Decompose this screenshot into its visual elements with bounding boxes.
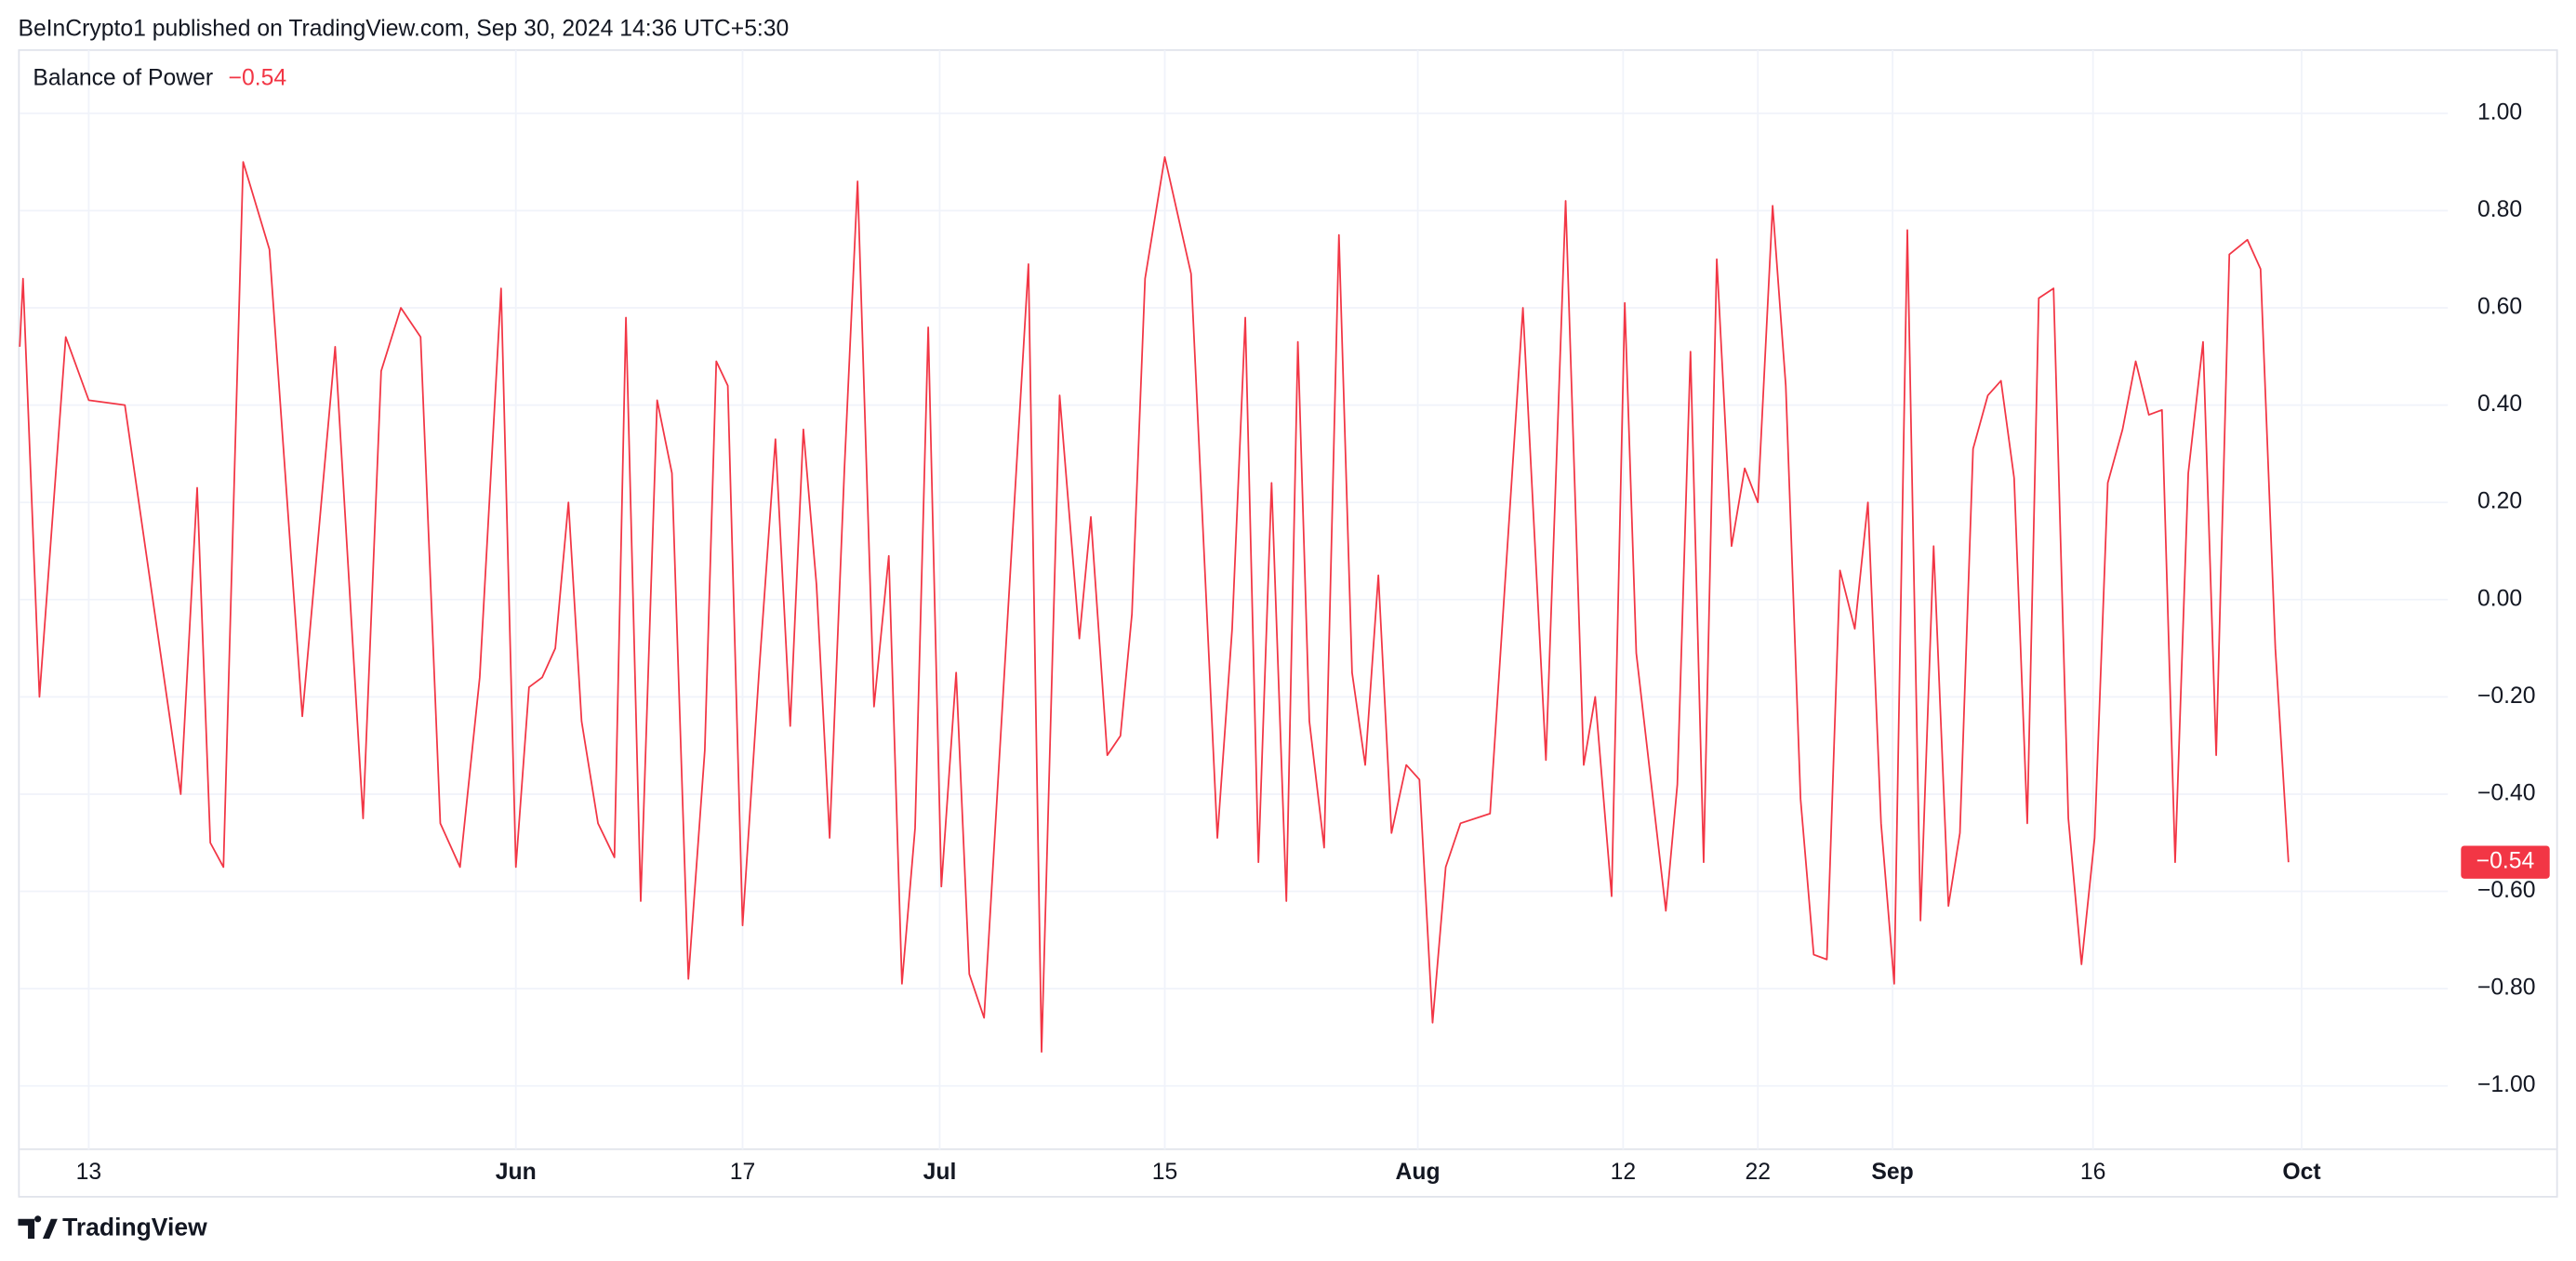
- x-tick-label: 15: [1152, 1160, 1178, 1185]
- logo-text: TradingView: [62, 1213, 207, 1241]
- legend-value: −0.54: [229, 65, 287, 90]
- y-tick-label: −0.80: [2477, 976, 2536, 1001]
- x-tick-label: Jul: [923, 1160, 957, 1185]
- y-tick-label: 0.60: [2477, 295, 2522, 320]
- y-tick-label: 0.40: [2477, 392, 2522, 417]
- y-tick-label: 0.00: [2477, 586, 2522, 611]
- x-tick-label: 12: [1611, 1160, 1637, 1185]
- last-value-badge: [2461, 845, 2550, 879]
- y-tick-label: −1.00: [2477, 1072, 2536, 1097]
- grid: [20, 49, 2449, 1149]
- y-tick-label: −0.40: [2477, 780, 2536, 805]
- y-tick-label: 0.20: [2477, 489, 2522, 514]
- x-tick-label: 22: [1745, 1160, 1771, 1185]
- y-tick-label: −0.20: [2477, 684, 2536, 709]
- publisher-header: BeInCrypto1 published on TradingView.com…: [18, 16, 789, 41]
- series-line: [19, 156, 2290, 1054]
- last-value-badge-label: −0.54: [2476, 849, 2535, 874]
- x-tick-label: Sep: [1871, 1160, 1913, 1185]
- legend-name: Balance of Power: [33, 65, 213, 90]
- x-tick-label: 13: [76, 1160, 102, 1185]
- pane-frame: [18, 48, 2558, 1198]
- tradingview-logo: TradingView: [18, 1213, 207, 1241]
- x-tick-label: 16: [2080, 1160, 2106, 1185]
- x-tick-label: Oct: [2282, 1160, 2320, 1185]
- x-tick-label: Jun: [496, 1160, 537, 1185]
- plot: [19, 156, 2290, 1054]
- y-tick-label: 1.00: [2477, 100, 2522, 125]
- y-tick-label: −0.60: [2477, 878, 2536, 903]
- y-tick-label: 0.80: [2477, 197, 2522, 222]
- x-tick-label: 17: [730, 1160, 756, 1185]
- x-tick-label: Aug: [1396, 1160, 1441, 1185]
- logo-icon: [18, 1215, 58, 1239]
